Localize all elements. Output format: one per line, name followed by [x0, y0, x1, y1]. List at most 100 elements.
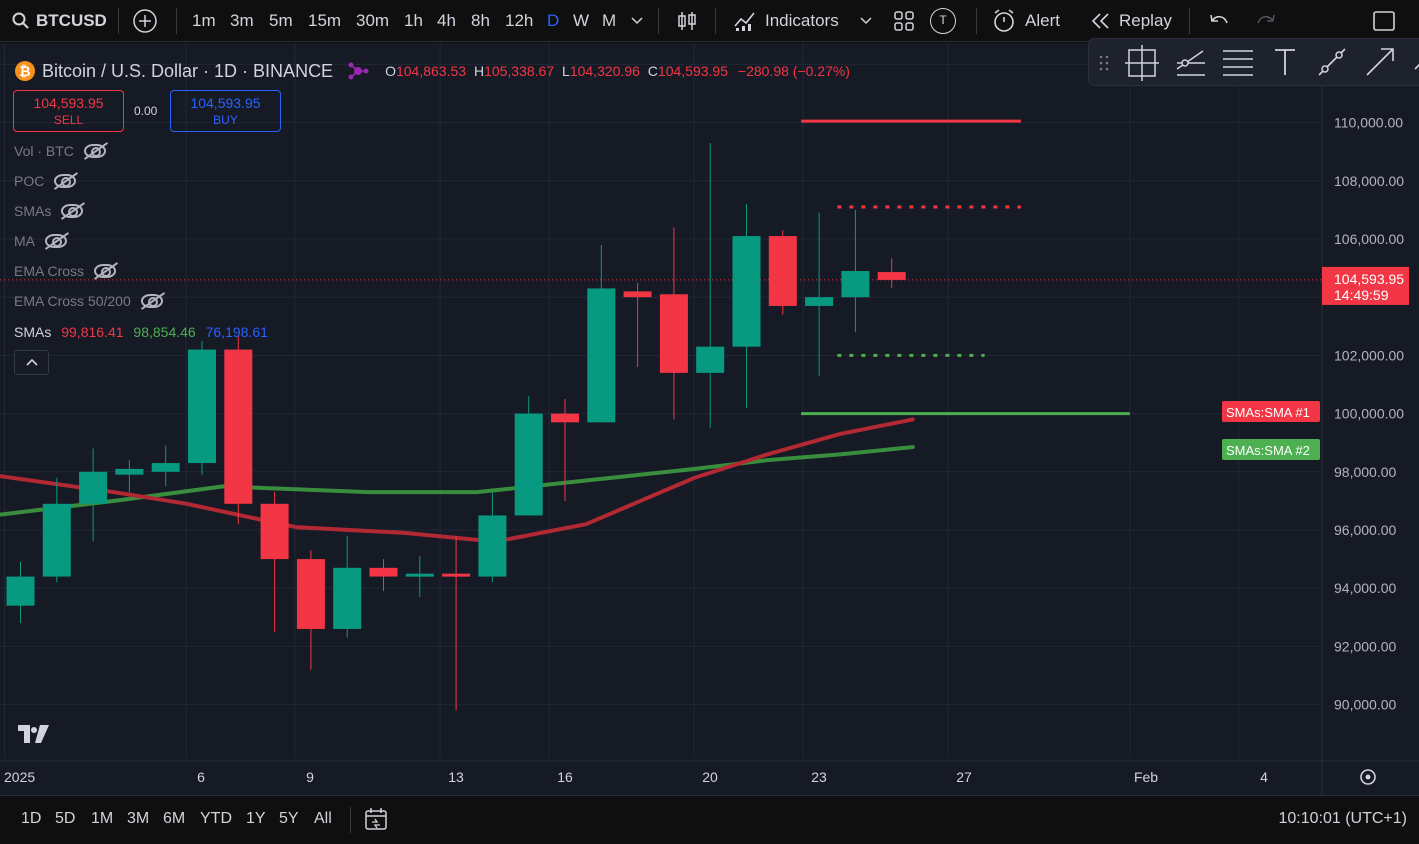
range-5d[interactable]: 5D	[55, 810, 76, 827]
chart-type-button[interactable]	[676, 0, 698, 42]
timeframe-d[interactable]: D	[547, 11, 560, 30]
data-source-icon[interactable]	[347, 60, 369, 82]
fullscreen-button[interactable]	[1372, 0, 1396, 42]
candle-body[interactable]	[478, 515, 507, 577]
candle-body[interactable]	[115, 468, 144, 475]
range-5y[interactable]: 5Y	[279, 810, 299, 827]
candle-body[interactable]	[333, 567, 362, 629]
candle-body[interactable]	[79, 471, 108, 504]
timeframe-w[interactable]: W	[573, 11, 590, 30]
arrow-tool-icon[interactable]	[1366, 48, 1394, 76]
go-to-date-button[interactable]	[364, 807, 390, 838]
candle-body[interactable]	[188, 349, 216, 464]
sell-button[interactable]: 104,593.95 SELL	[13, 90, 124, 132]
indicator-row[interactable]: SMAs	[14, 203, 84, 219]
compare-button[interactable]	[132, 0, 158, 42]
clock-timezone[interactable]: 10:10:01 (UTC+1)	[1278, 810, 1407, 827]
price-axis-label: 92,000.00	[1334, 638, 1396, 654]
template-button[interactable]: T	[930, 0, 956, 42]
layouts-button[interactable]	[893, 0, 915, 42]
candle-body[interactable]	[369, 567, 398, 577]
symbol-title[interactable]: Bitcoin / U.S. Dollar · 1D · BINANCE	[42, 60, 334, 81]
candle-body[interactable]	[42, 503, 71, 577]
indicator-row[interactable]: Vol · BTC	[14, 143, 106, 159]
replay-button[interactable]: Replay	[1090, 0, 1172, 42]
trend-angle-icon[interactable]	[1176, 50, 1205, 76]
indicators-label: Indicators	[765, 11, 839, 30]
timeframe-m[interactable]: M	[602, 11, 617, 30]
indicator-row[interactable]: MA	[14, 233, 67, 249]
crosshair-box-icon[interactable]	[1125, 45, 1159, 81]
candle-body[interactable]	[6, 576, 35, 606]
undo-icon	[1210, 14, 1228, 24]
trend-line-icon[interactable]	[1318, 48, 1346, 76]
settings-gear-icon[interactable]	[1360, 769, 1376, 785]
alert-button[interactable]: Alert	[992, 0, 1060, 42]
drawing-toolbar	[1088, 38, 1419, 86]
range-ytd[interactable]: YTD	[200, 810, 232, 827]
range-1m[interactable]: 1M	[91, 810, 114, 827]
eye-hidden-icon[interactable]	[94, 264, 117, 278]
timeframe-30m[interactable]: 30m	[356, 11, 390, 30]
text-tool-icon[interactable]	[1275, 49, 1295, 75]
range-3m[interactable]: 3M	[127, 810, 150, 827]
chart-area[interactable]: 112,000.00110,000.00108,000.00106,000.00…	[0, 43, 1419, 795]
candle-body[interactable]	[805, 297, 834, 306]
collapse-legend-button[interactable]	[14, 350, 49, 375]
candle-body[interactable]	[623, 291, 652, 298]
candle-body[interactable]	[260, 503, 289, 560]
range-all[interactable]: All	[314, 810, 332, 827]
symbol-search[interactable]: BTCUSD	[12, 0, 107, 42]
buy-button[interactable]: 104,593.95 BUY	[170, 90, 281, 132]
sma-2-line[interactable]	[0, 445, 915, 518]
eye-hidden-icon[interactable]	[54, 174, 77, 188]
redo-button[interactable]	[1255, 0, 1277, 42]
indicator-row[interactable]: EMA Cross 50/200	[14, 293, 163, 309]
indicator-row[interactable]: POC	[14, 173, 77, 189]
eye-hidden-icon[interactable]	[61, 204, 84, 218]
candle-body[interactable]	[696, 346, 725, 373]
range-6m[interactable]: 6M	[163, 810, 186, 827]
candle-body[interactable]	[296, 559, 325, 629]
parallel-lines-icon[interactable]	[1223, 50, 1253, 76]
timeframe-1m[interactable]: 1m	[192, 11, 216, 30]
timeframe-5m[interactable]: 5m	[269, 11, 293, 30]
sma-1-tag[interactable]	[1222, 400, 1320, 422]
candle-body[interactable]	[841, 271, 870, 298]
timeframe-dropdown[interactable]	[631, 0, 643, 42]
candle-body[interactable]	[587, 288, 616, 423]
drag-handle-icon[interactable]	[1099, 55, 1109, 71]
eye-hidden-icon[interactable]	[83, 144, 106, 158]
more-tools-icon[interactable]	[1414, 59, 1419, 70]
indicators-button[interactable]: Indicators	[733, 0, 839, 42]
candle-body[interactable]	[551, 413, 579, 423]
price-axis-label: 98,000.00	[1334, 464, 1396, 480]
timeframe-15m[interactable]: 15m	[308, 11, 342, 30]
timeframe-8h[interactable]: 8h	[471, 11, 490, 30]
timeframe-12h[interactable]: 12h	[505, 11, 534, 30]
replay-label: Replay	[1119, 11, 1172, 30]
candle-body[interactable]	[405, 573, 434, 577]
sma-1-line[interactable]	[0, 417, 915, 544]
candle-body[interactable]	[659, 294, 688, 373]
candle-body[interactable]	[877, 272, 906, 280]
sma-1-tag-label: SMAs:SMA #1	[1226, 405, 1310, 420]
price-chart[interactable]: 112,000.00110,000.00108,000.00106,000.00…	[0, 43, 1419, 795]
timeframe-3m[interactable]: 3m	[230, 11, 254, 30]
indicators-dropdown[interactable]	[860, 0, 872, 42]
timeframe-1h[interactable]: 1h	[404, 11, 423, 30]
candle-body[interactable]	[442, 573, 471, 577]
candle-body[interactable]	[514, 413, 543, 516]
indicator-row[interactable]: EMA Cross	[14, 263, 117, 279]
candle-body[interactable]	[224, 349, 253, 504]
candle-body[interactable]	[732, 236, 761, 347]
range-1d[interactable]: 1D	[21, 810, 42, 827]
eye-hidden-icon[interactable]	[45, 234, 67, 248]
undo-button[interactable]	[1208, 0, 1230, 42]
candle-body[interactable]	[768, 236, 797, 306]
timeframe-4h[interactable]: 4h	[437, 11, 456, 30]
sma-2-tag[interactable]	[1222, 438, 1320, 460]
eye-hidden-icon[interactable]	[140, 294, 163, 308]
candle-body[interactable]	[151, 463, 180, 472]
range-1y[interactable]: 1Y	[246, 810, 266, 827]
